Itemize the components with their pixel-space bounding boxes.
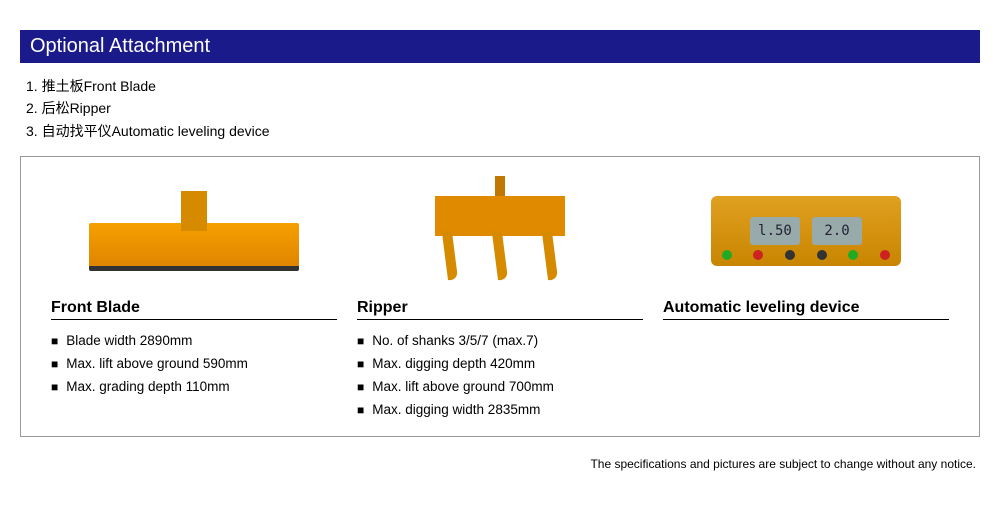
front-blade-image xyxy=(51,171,337,291)
list-item: 1. 推土板Front Blade xyxy=(26,75,980,97)
leveling-device-image: l.50 2.0 xyxy=(663,171,949,291)
list-item: 3. 自动找平仪Automatic leveling device xyxy=(26,120,980,142)
attachment-front-blade: Front Blade Blade width 2890mm Max. lift… xyxy=(41,171,347,422)
section-header: Optional Attachment xyxy=(20,30,980,63)
spec-line: No. of shanks 3/5/7 (max.7) xyxy=(357,330,643,353)
spec-line: Max. grading depth 110mm xyxy=(51,376,337,399)
attachments-box: Front Blade Blade width 2890mm Max. lift… xyxy=(20,156,980,437)
ripper-image xyxy=(357,171,643,291)
attachment-title: Ripper xyxy=(357,299,643,320)
attachment-title: Front Blade xyxy=(51,299,337,320)
lcd-left: l.50 xyxy=(750,217,800,245)
attachment-leveling-device: l.50 2.0 Automatic leveling device xyxy=(653,171,959,422)
spec-line: Max. lift above ground 700mm xyxy=(357,376,643,399)
spec-line: Blade width 2890mm xyxy=(51,330,337,353)
attachment-title: Automatic leveling device xyxy=(663,299,949,320)
footer-note: The specifications and pictures are subj… xyxy=(20,457,980,471)
attachment-ripper: Ripper No. of shanks 3/5/7 (max.7) Max. … xyxy=(347,171,653,422)
intro-list: 1. 推土板Front Blade 2. 后松Ripper 3. 自动找平仪Au… xyxy=(26,75,980,142)
spec-line: Max. lift above ground 590mm xyxy=(51,353,337,376)
lcd-right: 2.0 xyxy=(812,217,862,245)
spec-line: Max. digging width 2835mm xyxy=(357,399,643,422)
spec-line: Max. digging depth 420mm xyxy=(357,353,643,376)
list-item: 2. 后松Ripper xyxy=(26,97,980,119)
